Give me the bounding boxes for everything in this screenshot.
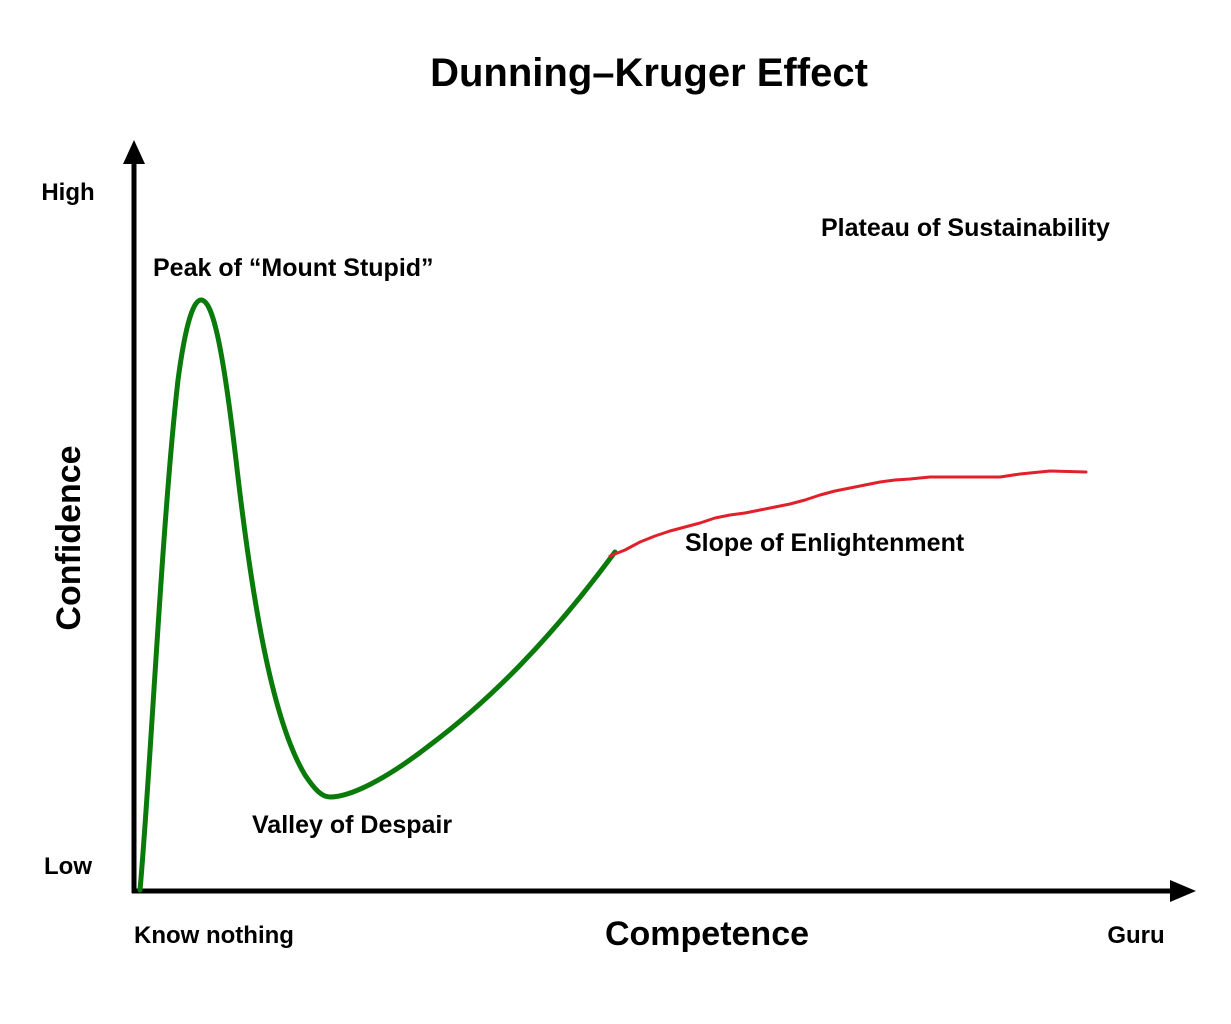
stage-label-plateau: Plateau of Sustainability	[821, 214, 1110, 242]
axes	[123, 140, 1196, 902]
dunning-kruger-curve	[137, 297, 1088, 893]
stage-label-peak: Peak of “Mount Stupid”	[153, 254, 434, 282]
confidence-curve-green	[137, 297, 618, 893]
diagram-title: Dunning–Kruger Effect	[430, 51, 868, 95]
x-axis-start-label: Know nothing	[134, 922, 294, 949]
y-axis-arrow-icon	[123, 140, 145, 164]
y-axis-title: Confidence	[50, 445, 88, 630]
x-axis-title: Competence	[605, 915, 809, 953]
y-axis-low-label: Low	[44, 853, 92, 880]
x-axis-end-label: Guru	[1107, 922, 1164, 949]
y-axis-high-label: High	[41, 179, 94, 206]
stage-label-slope: Slope of Enlightenment	[685, 529, 965, 557]
confidence-curve-red	[608, 469, 1088, 558]
stage-label-valley: Valley of Despair	[252, 811, 452, 839]
x-axis-arrow-icon	[1170, 880, 1196, 902]
